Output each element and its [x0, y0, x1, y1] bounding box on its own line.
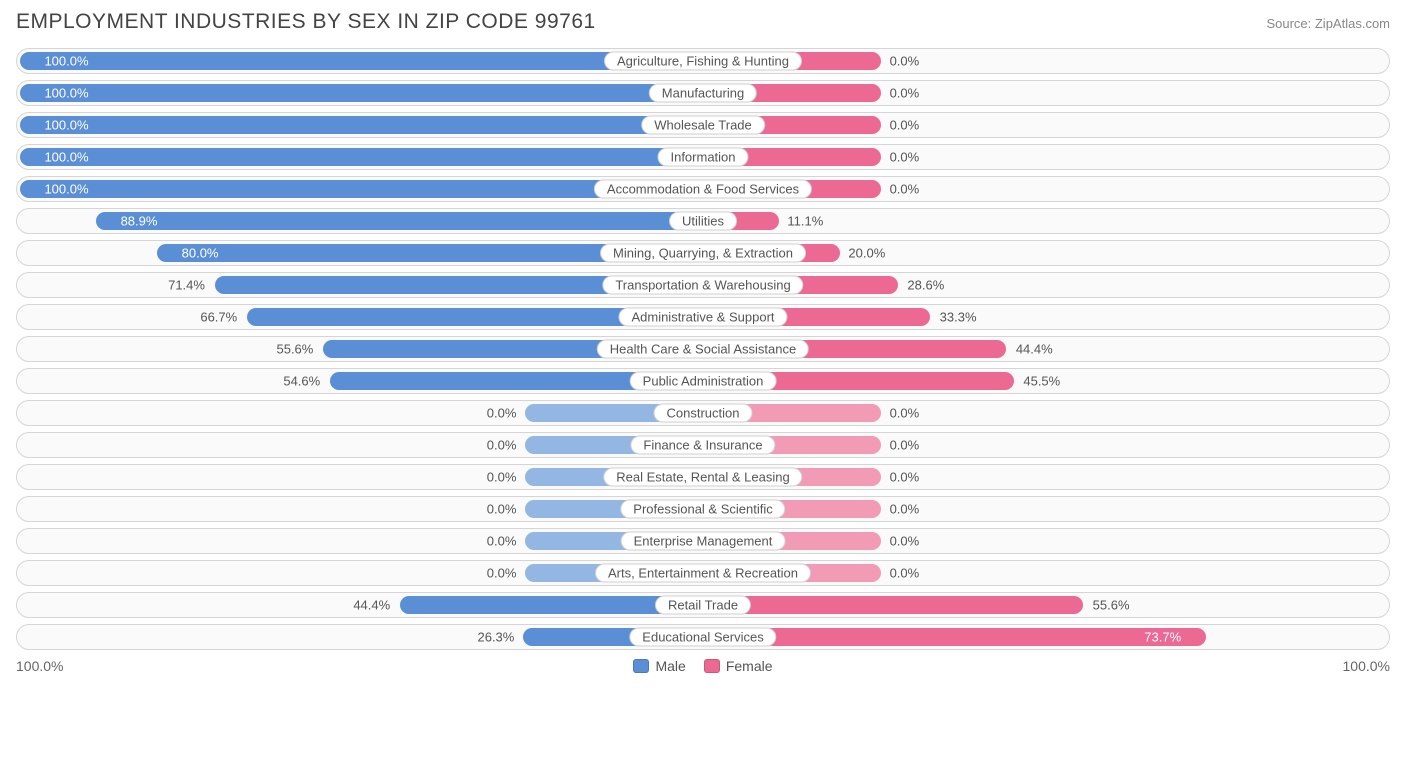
bar-male	[20, 84, 703, 102]
category-label: Construction	[654, 404, 753, 423]
chart-row: Real Estate, Rental & Leasing 0.0% 0.0%	[16, 464, 1390, 490]
female-value-label: 0.0%	[890, 182, 920, 197]
category-label: Wholesale Trade	[641, 116, 765, 135]
chart-rows: Agriculture, Fishing & Hunting 100.0% 0.0%…	[16, 48, 1390, 650]
chart-row: Construction 0.0% 0.0%	[16, 400, 1390, 426]
female-value-label: 11.1%	[787, 214, 823, 229]
male-value-label: 100.0%	[44, 86, 88, 101]
female-value-label: 0.0%	[890, 54, 920, 69]
male-value-label: 100.0%	[44, 118, 88, 133]
category-label: Information	[657, 148, 748, 167]
chart-title: EMPLOYMENT INDUSTRIES BY SEX IN ZIP CODE…	[16, 10, 596, 34]
category-label: Administrative & Support	[618, 308, 787, 327]
female-value-label: 0.0%	[890, 502, 920, 517]
male-value-label: 44.4%	[353, 598, 390, 613]
chart-row: Mining, Quarrying, & Extraction 80.0% 20.0…	[16, 240, 1390, 266]
chart-row: Finance & Insurance 0.0% 0.0%	[16, 432, 1390, 458]
male-value-label: 0.0%	[487, 502, 517, 517]
male-value-label: 66.7%	[200, 310, 237, 325]
male-value-label: 0.0%	[487, 566, 517, 581]
category-label: Public Administration	[630, 372, 777, 391]
category-label: Arts, Entertainment & Recreation	[595, 564, 811, 583]
category-label: Retail Trade	[655, 596, 751, 615]
female-value-label: 45.5%	[1023, 374, 1060, 389]
female-value-label: 44.4%	[1016, 342, 1053, 357]
bar-male	[20, 116, 703, 134]
chart-row: Transportation & Warehousing 71.4% 28.6%	[16, 272, 1390, 298]
category-label: Educational Services	[629, 628, 776, 647]
chart-row: Retail Trade 44.4% 55.6%	[16, 592, 1390, 618]
category-label: Transportation & Warehousing	[602, 276, 803, 295]
chart-row: Public Administration 54.6% 45.5%	[16, 368, 1390, 394]
female-value-label: 55.6%	[1093, 598, 1130, 613]
chart-row: Manufacturing 100.0% 0.0%	[16, 80, 1390, 106]
category-label: Utilities	[669, 212, 737, 231]
female-value-label: 0.0%	[890, 150, 920, 165]
category-label: Enterprise Management	[621, 532, 786, 551]
female-value-label: 33.3%	[940, 310, 977, 325]
axis-right-label: 100.0%	[1343, 658, 1390, 674]
chart-row: Professional & Scientific 0.0% 0.0%	[16, 496, 1390, 522]
chart-row: Enterprise Management 0.0% 0.0%	[16, 528, 1390, 554]
legend-male: Male	[633, 658, 685, 674]
bar-male	[20, 52, 703, 70]
female-value-label: 0.0%	[890, 118, 920, 133]
chart-source: Source: ZipAtlas.com	[1266, 16, 1390, 31]
legend-female: Female	[704, 658, 773, 674]
female-value-label: 0.0%	[890, 470, 920, 485]
chart-row: Information 100.0% 0.0%	[16, 144, 1390, 170]
male-value-label: 54.6%	[283, 374, 320, 389]
category-label: Finance & Insurance	[630, 436, 775, 455]
female-value-label: 0.0%	[890, 86, 920, 101]
female-value-label: 0.0%	[890, 566, 920, 581]
category-label: Mining, Quarrying, & Extraction	[600, 244, 806, 263]
chart-row: Arts, Entertainment & Recreation 0.0% 0.0%	[16, 560, 1390, 586]
chart-row: Agriculture, Fishing & Hunting 100.0% 0.0%	[16, 48, 1390, 74]
male-value-label: 0.0%	[487, 406, 517, 421]
male-value-label: 0.0%	[487, 534, 517, 549]
female-value-label: 0.0%	[890, 406, 920, 421]
swatch-male	[633, 659, 649, 673]
category-label: Manufacturing	[649, 84, 757, 103]
axis-left-label: 100.0%	[16, 658, 63, 674]
male-value-label: 55.6%	[276, 342, 313, 357]
male-value-label: 80.0%	[182, 246, 219, 261]
male-value-label: 88.9%	[121, 214, 158, 229]
category-label: Health Care & Social Assistance	[597, 340, 809, 359]
bar-male	[20, 148, 703, 166]
male-value-label: 100.0%	[44, 54, 88, 69]
category-label: Agriculture, Fishing & Hunting	[604, 52, 802, 71]
category-label: Accommodation & Food Services	[594, 180, 812, 199]
bar-female	[703, 596, 1083, 614]
female-value-label: 0.0%	[890, 534, 920, 549]
category-label: Professional & Scientific	[620, 500, 785, 519]
male-value-label: 0.0%	[487, 470, 517, 485]
male-value-label: 26.3%	[477, 630, 514, 645]
male-value-label: 0.0%	[487, 438, 517, 453]
legend-male-label: Male	[655, 658, 685, 674]
female-value-label: 0.0%	[890, 438, 920, 453]
chart-row: Wholesale Trade 100.0% 0.0%	[16, 112, 1390, 138]
male-value-label: 100.0%	[44, 182, 88, 197]
female-value-label: 28.6%	[907, 278, 944, 293]
swatch-female	[704, 659, 720, 673]
category-label: Real Estate, Rental & Leasing	[603, 468, 802, 487]
legend: Male Female	[633, 658, 772, 674]
female-value-label: 73.7%	[1144, 630, 1181, 645]
chart-row: Administrative & Support 66.7% 33.3%	[16, 304, 1390, 330]
male-value-label: 100.0%	[44, 150, 88, 165]
male-value-label: 71.4%	[168, 278, 205, 293]
chart-footer: 100.0% Male Female 100.0%	[16, 658, 1390, 674]
chart-row: Educational Services 26.3% 73.7%	[16, 624, 1390, 650]
chart-row: Utilities 88.9% 11.1%	[16, 208, 1390, 234]
female-value-label: 20.0%	[848, 246, 885, 261]
chart-row: Health Care & Social Assistance 55.6% 44.4…	[16, 336, 1390, 362]
chart-header: EMPLOYMENT INDUSTRIES BY SEX IN ZIP CODE…	[16, 10, 1390, 34]
legend-female-label: Female	[726, 658, 773, 674]
bar-female	[703, 628, 1206, 646]
bar-male	[96, 212, 703, 230]
chart-row: Accommodation & Food Services 100.0% 0.0%	[16, 176, 1390, 202]
